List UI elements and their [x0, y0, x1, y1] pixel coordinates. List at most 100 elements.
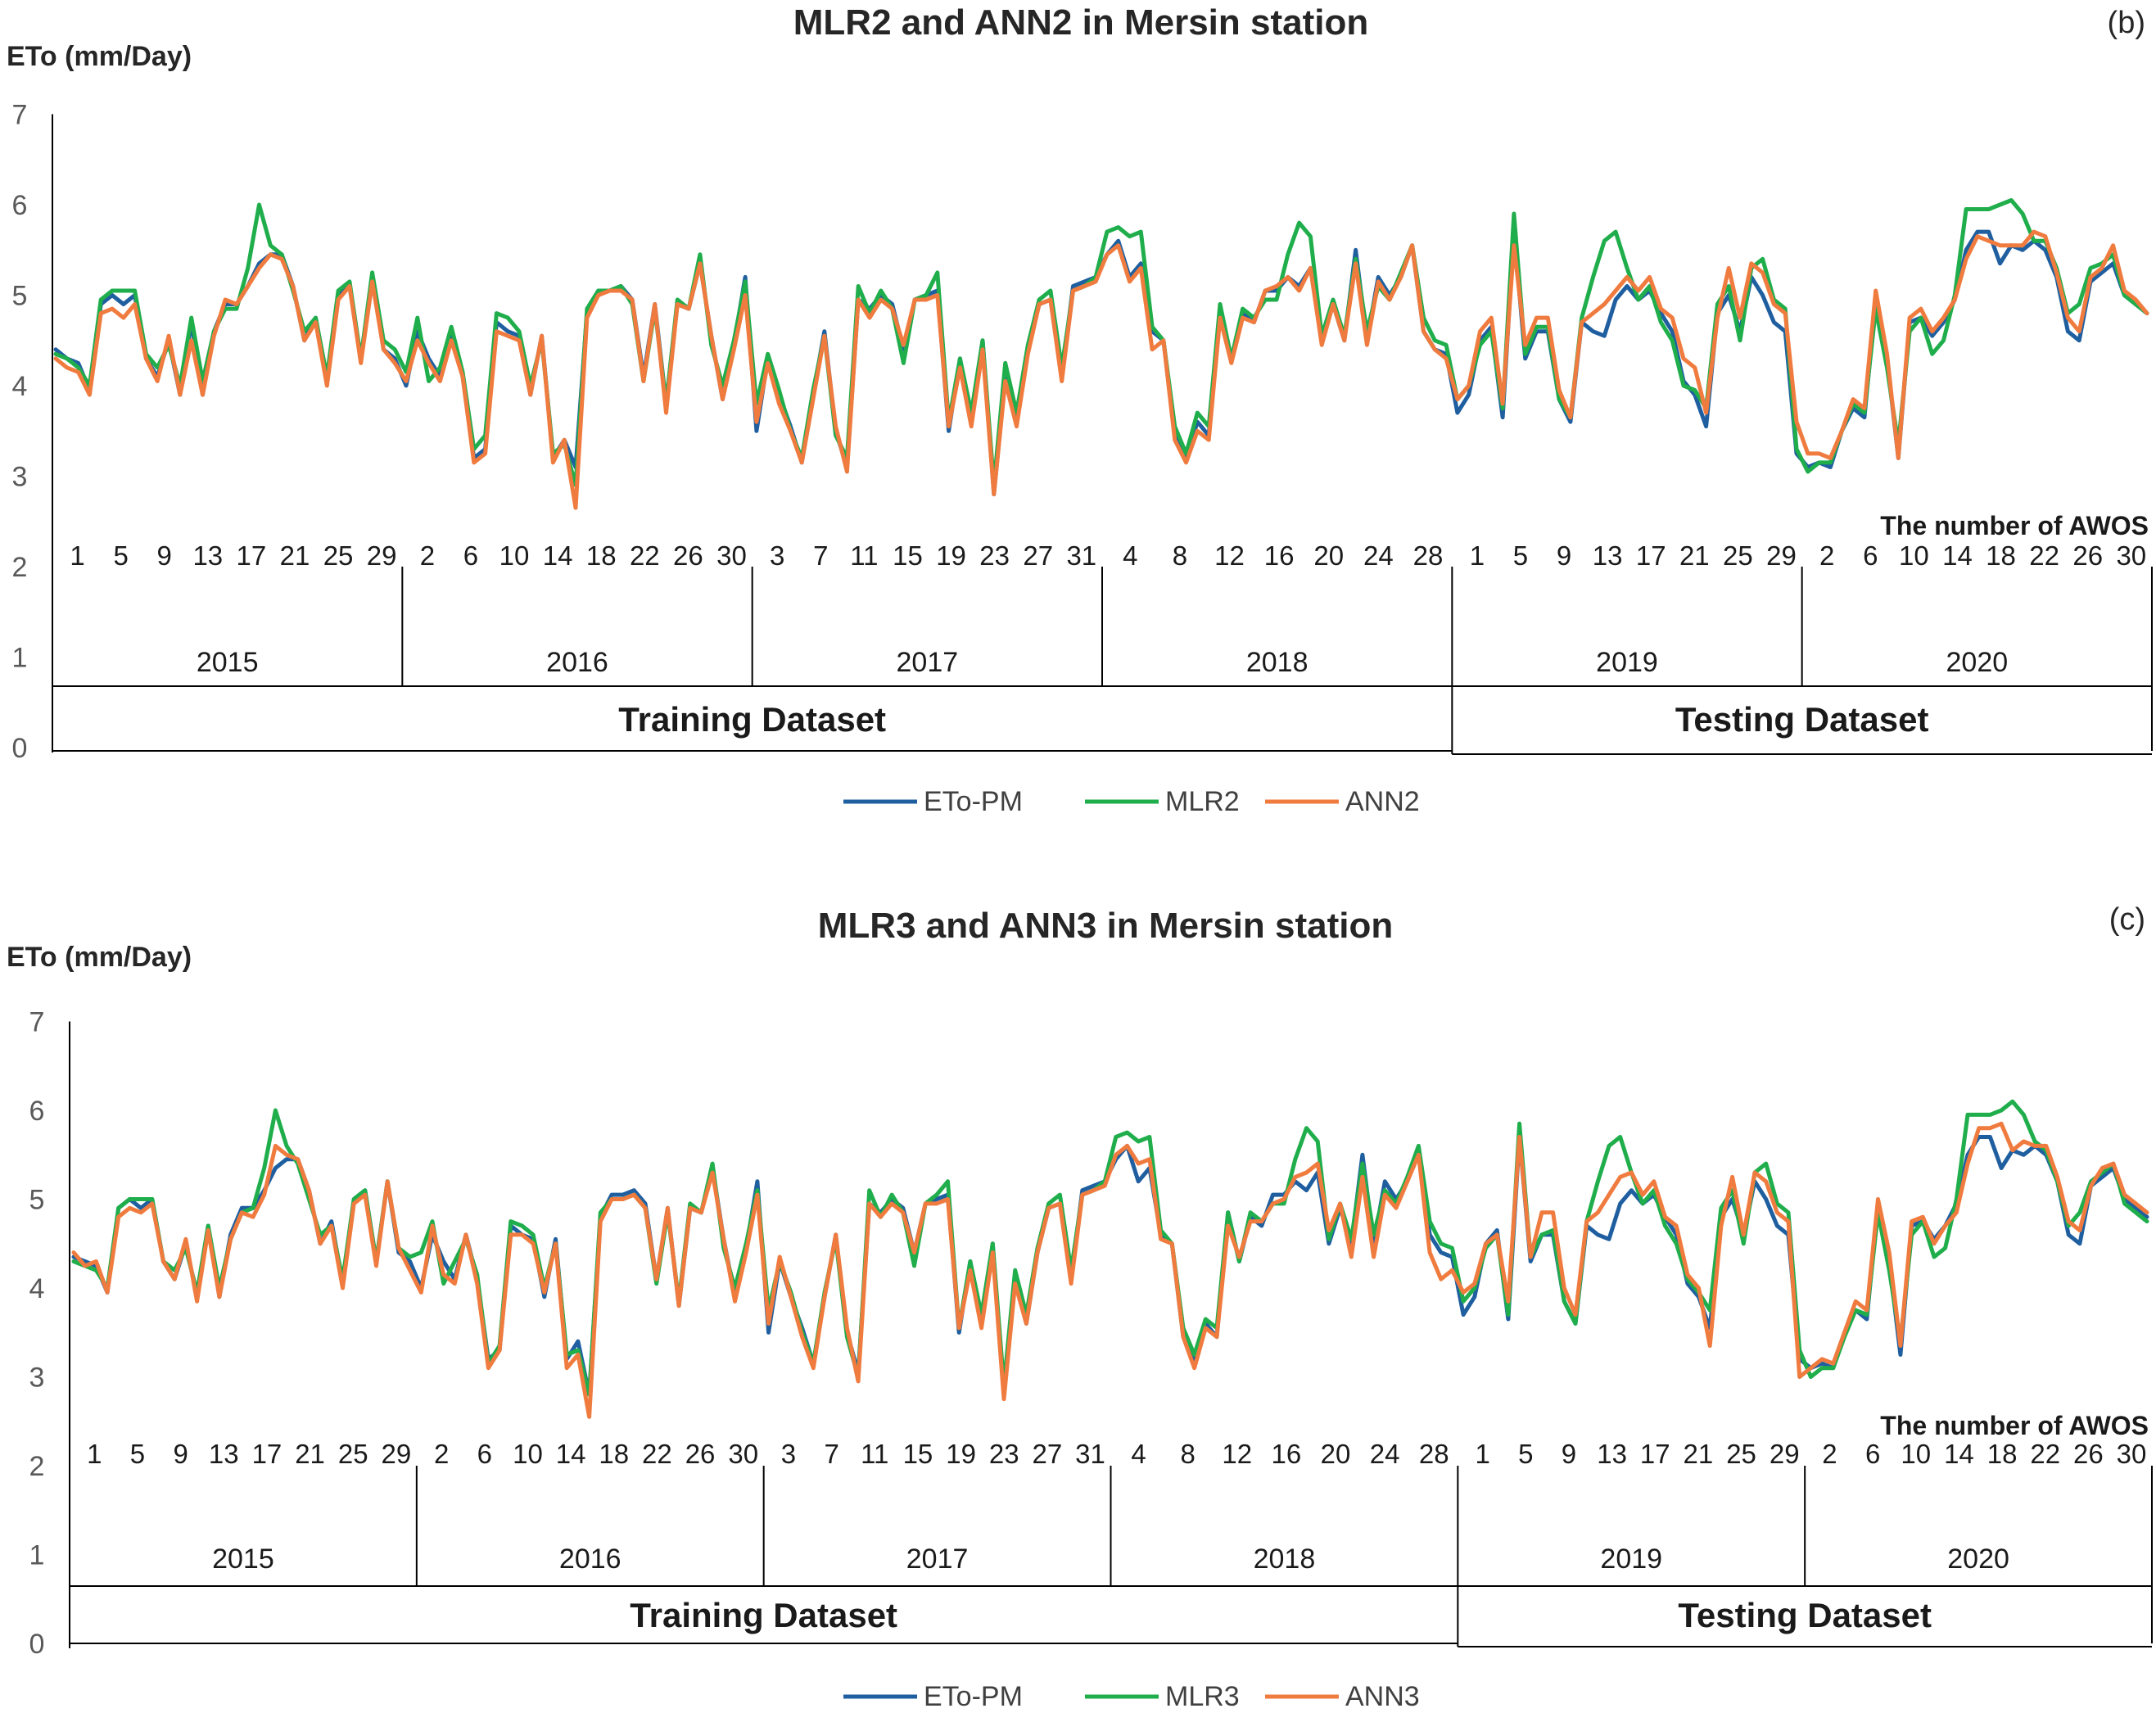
y-tick-label: 2	[29, 1451, 45, 1482]
y-tick-label: 7	[12, 100, 28, 131]
legend-label: MLR3	[1165, 1681, 1240, 1712]
x-tick-label: 10	[499, 540, 530, 571]
x-tick-label: 25	[1726, 1439, 1756, 1469]
y-tick-label: 3	[12, 462, 28, 493]
x-tick-label: 18	[1987, 1439, 2018, 1469]
x-tick-label: 5	[1513, 540, 1528, 571]
testing-dataset-label: Testing Dataset	[1675, 700, 1929, 739]
x-tick-label: 19	[946, 1439, 976, 1469]
panel-tag: (b)	[2108, 6, 2145, 40]
year-label: 2019	[1596, 647, 1658, 678]
x-tick-label: 19	[936, 540, 966, 571]
x-tick-label: 14	[556, 1439, 586, 1469]
x-tick-label: 7	[813, 540, 828, 571]
x-tick-label: 26	[685, 1439, 716, 1469]
year-label: 2020	[1947, 1543, 2009, 1575]
y-axis-label: ETo (mm/Day)	[7, 41, 192, 72]
x-tick-label: 10	[513, 1439, 543, 1469]
x-tick-label: 6	[1865, 1439, 1880, 1469]
chart-panel-b: MLR2 and ANN2 in Mersin station (b) ETo (m…	[7, 2, 2153, 817]
chart-panel-c: MLR3 and ANN3 in Mersin station (c) ETo (m…	[7, 902, 2153, 1712]
x-tick-label: 28	[1413, 540, 1444, 571]
x-tick-label: 12	[1222, 1439, 1252, 1469]
x-tick-label: 2	[1819, 540, 1834, 571]
x-tick-label: 20	[1313, 540, 1344, 571]
x-tick-label: 18	[599, 1439, 629, 1469]
x-tick-label: 18	[586, 540, 617, 571]
y-tick-label: 2	[12, 552, 28, 583]
year-label: 2016	[546, 647, 608, 678]
series-line-ann2	[53, 229, 2149, 510]
x-tick-label: 2	[1822, 1439, 1837, 1469]
y-tick-label: 7	[29, 1007, 45, 1038]
x-tick-label: 9	[1562, 1439, 1576, 1469]
series-line-mlr3	[71, 1099, 2149, 1397]
x-tick-label: 14	[1942, 540, 1973, 571]
x-tick-label: 26	[2073, 1439, 2104, 1469]
x-tick-label: 22	[642, 1439, 672, 1469]
x-tick-label: 10	[1901, 1439, 1931, 1469]
x-tick-label: 4	[1123, 540, 1137, 571]
legend-label: ANN3	[1345, 1681, 1420, 1712]
x-tick-label: 2	[434, 1439, 449, 1469]
x-tick-label: 16	[1272, 1439, 1302, 1469]
x-tick-label: 22	[630, 540, 660, 571]
x-tick-label: 29	[382, 1439, 412, 1469]
x-tick-label: 1	[1470, 540, 1485, 571]
y-tick-label: 6	[29, 1096, 45, 1127]
series-line-mlr2	[53, 198, 2149, 487]
x-tick-label: 3	[781, 1439, 796, 1469]
y-tick-label: 6	[12, 190, 28, 221]
y-tick-label: 5	[12, 281, 28, 312]
x-tick-label: 25	[338, 1439, 368, 1469]
x-tick-label: 21	[1679, 540, 1710, 571]
x-tick-label: 22	[2029, 540, 2059, 571]
x-tick-label: 3	[770, 540, 784, 571]
x-tick-label: 22	[2030, 1439, 2060, 1469]
x-tick-label: 1	[1475, 1439, 1489, 1469]
x-tick-label: 5	[130, 1439, 145, 1469]
y-tick-label: 3	[29, 1363, 45, 1394]
x-tick-label: 29	[1770, 1439, 1800, 1469]
x-tick-label: 12	[1214, 540, 1245, 571]
year-label: 2017	[897, 647, 959, 678]
chart-title: MLR2 and ANN2 in Mersin station	[793, 2, 1368, 43]
x-tick-label: 9	[157, 540, 172, 571]
x-tick-label: 9	[1557, 540, 1571, 571]
series-line-ann3	[71, 1121, 2149, 1419]
x-tick-label: 11	[850, 540, 878, 571]
x-tick-label: 2	[420, 540, 435, 571]
year-label: 2016	[559, 1543, 621, 1575]
x-tick-label: 6	[463, 540, 478, 571]
legend-label: ETo-PM	[924, 1681, 1023, 1712]
x-tick-label: 1	[87, 1439, 102, 1469]
y-tick-label: 4	[12, 371, 28, 402]
x-tick-label: 23	[979, 540, 1010, 571]
x-tick-label: 13	[1593, 540, 1623, 571]
year-label: 2018	[1246, 647, 1309, 678]
x-tick-label: 26	[2072, 540, 2103, 571]
legend-label: MLR2	[1165, 786, 1240, 817]
year-label: 2017	[906, 1543, 969, 1575]
x-tick-label: 13	[192, 540, 223, 571]
x-tick-label: 6	[1863, 540, 1878, 571]
x-tick-label: 25	[1723, 540, 1753, 571]
x-tick-label: 13	[209, 1439, 239, 1469]
x-tick-label: 29	[1766, 540, 1797, 571]
x-axis-label: The number of AWOS	[1880, 1411, 2149, 1440]
year-label: 2015	[212, 1543, 274, 1575]
x-tick-label: 5	[113, 540, 128, 571]
x-tick-label: 16	[1264, 540, 1295, 571]
x-tick-label: 30	[2117, 1439, 2147, 1469]
x-tick-label: 6	[477, 1439, 492, 1469]
training-dataset-label: Training Dataset	[618, 700, 886, 739]
x-tick-label: 30	[716, 540, 747, 571]
x-tick-label: 14	[1944, 1439, 1974, 1469]
x-tick-label: 29	[367, 540, 397, 571]
x-tick-label: 23	[989, 1439, 1019, 1469]
x-tick-label: 8	[1180, 1439, 1195, 1469]
x-tick-label: 15	[903, 1439, 933, 1469]
x-tick-label: 7	[824, 1439, 838, 1469]
y-axis-label: ETo (mm/Day)	[7, 942, 192, 973]
y-tick-label: 1	[29, 1540, 45, 1571]
